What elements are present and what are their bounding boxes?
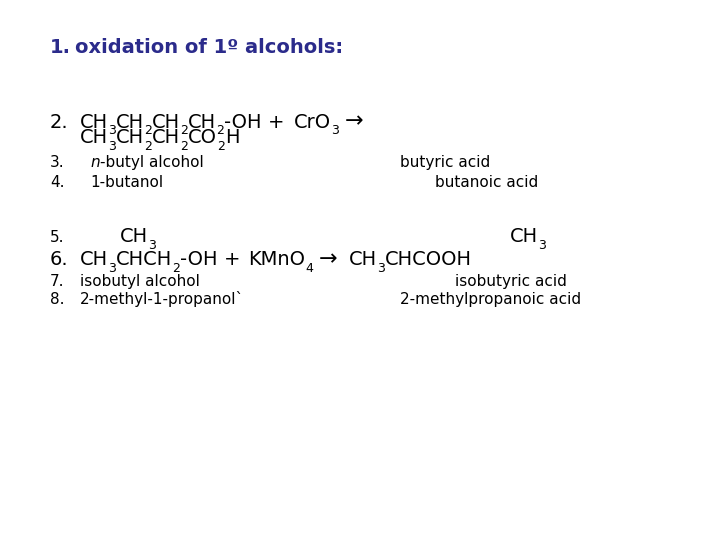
Text: 3: 3 — [331, 124, 339, 137]
Text: 2: 2 — [216, 124, 224, 137]
Text: 3: 3 — [377, 262, 385, 275]
Text: 3.: 3. — [50, 156, 65, 171]
Text: isobutyl alcohol: isobutyl alcohol — [80, 274, 200, 289]
Text: butanoic acid: butanoic acid — [435, 175, 539, 190]
Text: 4: 4 — [0, 534, 8, 540]
Text: CH: CH — [152, 112, 180, 132]
Text: 2: 2 — [180, 139, 188, 152]
Text: KMnO: KMnO — [0, 529, 57, 540]
Text: CH: CH — [80, 112, 108, 132]
Text: CH: CH — [116, 128, 144, 147]
Text: -OH: -OH — [180, 250, 217, 269]
Text: CHCH: CHCH — [116, 250, 172, 269]
Text: CH: CH — [116, 112, 144, 132]
Text: 6.: 6. — [50, 250, 68, 269]
Text: CH: CH — [80, 128, 108, 147]
Text: 2: 2 — [172, 262, 180, 275]
Text: CH: CH — [152, 128, 180, 147]
Text: CH: CH — [510, 227, 538, 246]
Text: 3: 3 — [108, 124, 116, 137]
Text: 2: 2 — [216, 124, 224, 137]
Text: 3: 3 — [108, 124, 116, 137]
Text: +: + — [268, 112, 284, 132]
Text: 3: 3 — [108, 139, 116, 152]
Text: 2: 2 — [144, 124, 152, 137]
Text: +: + — [224, 250, 240, 269]
Text: +: + — [0, 529, 23, 540]
Text: 1-butanol: 1-butanol — [90, 175, 163, 190]
Text: 3: 3 — [538, 239, 546, 252]
Text: n: n — [0, 532, 9, 540]
Text: 7.: 7. — [50, 274, 65, 289]
Text: +: + — [0, 529, 23, 540]
Text: isobutyric acid: isobutyric acid — [455, 274, 567, 289]
Text: 2-methyl-1-propanol`: 2-methyl-1-propanol` — [80, 291, 244, 307]
Text: 2: 2 — [144, 139, 152, 152]
Text: KMnO: KMnO — [248, 250, 305, 269]
Text: 2.: 2. — [50, 112, 68, 132]
Text: CH: CH — [120, 227, 148, 246]
Text: 2: 2 — [217, 139, 225, 152]
Text: 2: 2 — [180, 139, 188, 152]
Text: 2-methylpropanoic acid: 2-methylpropanoic acid — [400, 292, 581, 307]
Text: CH: CH — [80, 250, 108, 269]
Text: 1.: 1. — [50, 38, 71, 57]
Text: H: H — [225, 128, 239, 147]
Text: →: → — [0, 528, 26, 540]
Text: 2: 2 — [217, 139, 225, 152]
Text: 3: 3 — [108, 139, 116, 152]
Text: -butyl alcohol: -butyl alcohol — [99, 156, 203, 171]
Text: n: n — [90, 156, 99, 171]
Text: CHCOOH: CHCOOH — [385, 250, 472, 269]
Text: 3: 3 — [108, 262, 116, 275]
Text: →: → — [319, 249, 338, 269]
Text: 3: 3 — [148, 239, 156, 252]
Text: 5.: 5. — [50, 230, 65, 245]
Text: 2: 2 — [172, 262, 180, 275]
Text: 3: 3 — [0, 534, 8, 540]
Text: -OH: -OH — [224, 112, 261, 132]
Text: CH: CH — [349, 250, 377, 269]
Text: oxidation of 1º alcohols:: oxidation of 1º alcohols: — [75, 38, 343, 57]
Text: CrO: CrO — [294, 112, 331, 132]
Text: CO: CO — [188, 128, 217, 147]
Text: CH: CH — [0, 529, 28, 540]
Text: butyric acid: butyric acid — [400, 156, 490, 171]
Text: 2: 2 — [180, 124, 188, 137]
Text: 4.: 4. — [50, 175, 65, 190]
Text: 2: 2 — [144, 124, 152, 137]
Text: 4: 4 — [305, 262, 313, 275]
Text: CH: CH — [188, 112, 216, 132]
Text: 3: 3 — [377, 262, 385, 275]
Text: CrO: CrO — [0, 529, 37, 540]
Text: →: → — [346, 111, 364, 132]
Text: 2: 2 — [144, 139, 152, 152]
Text: 8.: 8. — [50, 292, 65, 307]
Text: 2: 2 — [180, 124, 188, 137]
Text: 3: 3 — [108, 262, 116, 275]
